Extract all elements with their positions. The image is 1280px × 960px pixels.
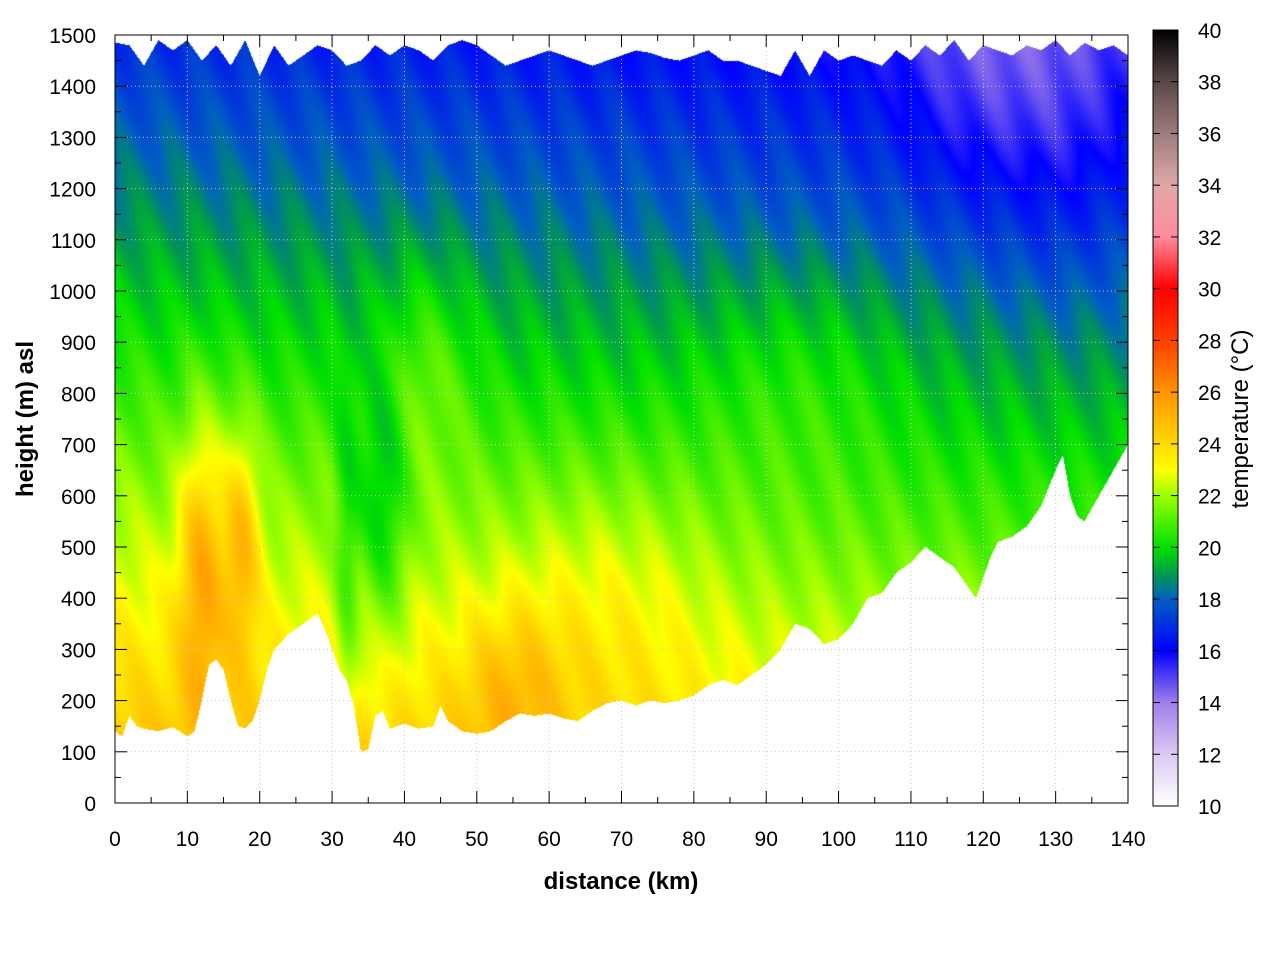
colorbar-tick-label: 38 <box>1198 72 1221 95</box>
colorbar-title: temperature (°C) <box>1227 330 1254 509</box>
colorbar-tick-label: 14 <box>1198 693 1222 716</box>
colorbar-tick-label: 36 <box>1198 123 1221 146</box>
y-tick-label: 100 <box>61 742 96 765</box>
colorbar-tick-label: 26 <box>1198 382 1221 405</box>
colorbar-tick-label: 12 <box>1198 744 1221 767</box>
x-tick-label: 90 <box>755 828 778 851</box>
colorbar-tick-label: 28 <box>1198 330 1221 353</box>
x-tick-label: 100 <box>821 828 856 851</box>
x-tick-label: 110 <box>894 828 927 851</box>
colorbar-tick-label: 30 <box>1198 279 1221 302</box>
colorbar-tick-label: 18 <box>1198 589 1221 612</box>
x-tick-label: 80 <box>682 828 705 851</box>
x-tick-label: 10 <box>176 828 199 851</box>
colorbar-tick-label: 34 <box>1198 175 1222 198</box>
y-tick-label: 200 <box>61 691 96 714</box>
y-tick-label: 1200 <box>49 179 96 202</box>
colorbar-tick-label: 10 <box>1198 796 1221 819</box>
y-tick-label: 1000 <box>49 281 96 304</box>
x-tick-label: 30 <box>320 828 343 851</box>
y-tick-label: 1300 <box>49 127 96 150</box>
colorbar-tick-label: 24 <box>1198 434 1222 457</box>
x-tick-label: 60 <box>537 828 560 851</box>
x-tick-label: 130 <box>1038 828 1073 851</box>
y-tick-label: 1100 <box>51 230 96 253</box>
colorbar-tick-label: 16 <box>1198 641 1221 664</box>
y-tick-label: 1500 <box>49 25 96 48</box>
y-tick-label: 1400 <box>49 76 96 99</box>
x-tick-label: 140 <box>1110 828 1145 851</box>
x-axis-title: distance (km) <box>544 868 699 895</box>
x-tick-label: 50 <box>465 828 488 851</box>
x-tick-label: 0 <box>109 828 121 851</box>
y-tick-label: 500 <box>61 537 96 560</box>
x-tick-label: 20 <box>248 828 271 851</box>
colorbar-tick-label: 40 <box>1198 20 1221 43</box>
colorbar <box>1152 29 1179 807</box>
x-axis-ticks: 0 10 20 30 40 50 60 70 80 90 100 110 120 130 140 <box>109 35 1146 851</box>
y-axis-ticks: 0 100 200 300 400 500 600 700 800 900 1000 1100 1200… <box>49 25 1128 816</box>
y-tick-label: 400 <box>61 588 96 611</box>
y-tick-label: 700 <box>61 435 96 458</box>
colorbar-tick-label: 32 <box>1198 227 1221 250</box>
x-tick-label: 70 <box>610 828 633 851</box>
colorbar-tick-label: 20 <box>1198 537 1221 560</box>
x-tick-label: 40 <box>393 828 416 851</box>
grid-lines <box>115 35 1128 803</box>
y-tick-label: 0 <box>84 793 96 816</box>
y-tick-label: 800 <box>61 383 96 406</box>
y-tick-label: 300 <box>61 639 96 662</box>
y-tick-label: 900 <box>61 332 96 355</box>
y-axis-title: height (m) asl <box>12 341 39 497</box>
colorbar-ticks: 10 12 14 16 18 20 22 24 26 28 30 32 34 36 38 40 <box>1153 20 1222 819</box>
x-tick-label: 120 <box>966 828 1001 851</box>
y-tick-label: 600 <box>61 486 96 509</box>
colorbar-tick-label: 22 <box>1198 486 1221 509</box>
